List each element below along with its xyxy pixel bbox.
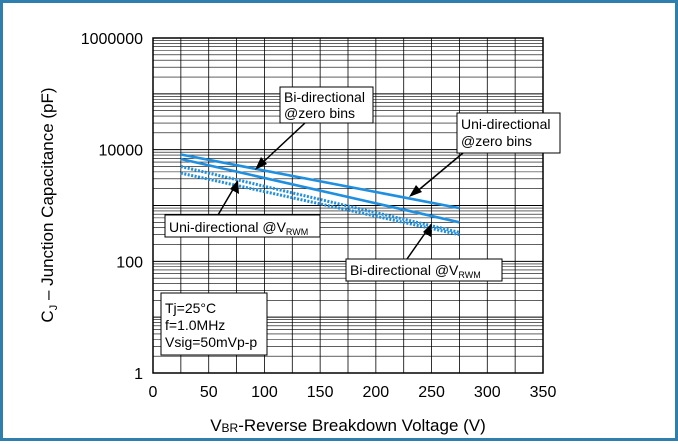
annotation-bi-vrwm-arrowhead [423, 223, 432, 237]
series-line-3 [180, 165, 460, 234]
conditions-box: Tj=25°C f=1.0MHz Vsig=50mVp-p [160, 292, 268, 356]
annotation-bi-zero-line1: Bi-directional [284, 89, 365, 105]
series-line-2 [180, 157, 460, 224]
annotation-bi-zero-box [279, 86, 374, 124]
annotation-bi-vrwm-label: Bi-directional @VRWM [350, 262, 481, 280]
annotation-uni-vrwm-arrow [217, 185, 236, 216]
y-axis-title-sub: J [48, 305, 60, 311]
conditions-box-frame [160, 292, 268, 356]
x-tick-label: 200 [363, 384, 390, 401]
condition-frequency: f=1.0MHz [165, 317, 225, 333]
annotation-bi-vrwm-box [345, 258, 503, 282]
annotation-bi-vrwm-arrow [406, 228, 429, 260]
x-tick-label: 50 [200, 384, 218, 401]
annotation-uni-vrwm-sub: RWM [286, 227, 308, 237]
condition-signal: Vsig=50mVp-p [165, 334, 257, 350]
x-tick-label: 150 [307, 384, 334, 401]
x-tick-label: 250 [418, 384, 445, 401]
y-tick-label: 1 [134, 366, 143, 383]
y-axis-title: CJ – Junction Capacitance (pF) [38, 87, 60, 322]
y-tick-label: 1000000 [81, 31, 143, 48]
plot-border [152, 37, 544, 374]
annotation-uni-zero-line1: Uni-directional [461, 116, 550, 132]
x-tick-label: 300 [474, 384, 501, 401]
x-tick-label: 0 [149, 384, 158, 401]
capacitance-chart: 1 100 10000 1000000 0 50 100 150 200 250 300 350 C… [38, 31, 561, 435]
x-tick-labels: 0 50 100 150 200 250 300 350 [149, 384, 557, 401]
y-axis-title-rest: – Junction Capacitance (pF) [38, 87, 57, 304]
annotation-uni-vrwm-arrowhead [230, 180, 239, 194]
x-axis-title-rest: -Reverse Breakdown Voltage (V) [238, 416, 486, 435]
y-tick-label: 100 [116, 254, 143, 271]
x-axis-title-sub: BR [222, 421, 239, 435]
annotation-uni-zero-box [456, 112, 561, 154]
y-tick-labels: 1 100 10000 1000000 [81, 31, 143, 383]
annotation-bi-vrwm-sub: RWM [458, 270, 480, 280]
annotation-uni-zero: Uni-directional @zero bins [409, 112, 561, 197]
y-tick-label: 10000 [99, 143, 144, 160]
annotation-bi-vrwm: Bi-directional @VRWM [345, 223, 503, 282]
x-tick-label: 100 [251, 384, 278, 401]
annotation-bi-zero-arrowhead [255, 157, 267, 170]
annotation-uni-vrwm-box [164, 214, 321, 238]
annotation-uni-zero-arrow [414, 152, 464, 194]
annotation-bi-zero-arrow [258, 122, 306, 167]
annotation-bi-zero-line2: @zero bins [284, 105, 355, 121]
x-axis-title: VBR-Reverse Breakdown Voltage (V) [210, 416, 486, 435]
condition-temperature: Tj=25°C [165, 300, 216, 316]
x-tick-label: 350 [530, 384, 557, 401]
annotation-uni-zero-line2: @zero bins [461, 133, 532, 149]
annotation-uni-vrwm: Uni-directional @VRWM [164, 180, 321, 238]
annotation-uni-vrwm-label: Uni-directional @VRWM [169, 219, 308, 237]
series-line-1 [180, 153, 460, 210]
annotation-bi-zero: Bi-directional @zero bins [255, 86, 374, 170]
annotation-uni-zero-arrowhead [409, 185, 422, 197]
series-layer [180, 153, 460, 237]
